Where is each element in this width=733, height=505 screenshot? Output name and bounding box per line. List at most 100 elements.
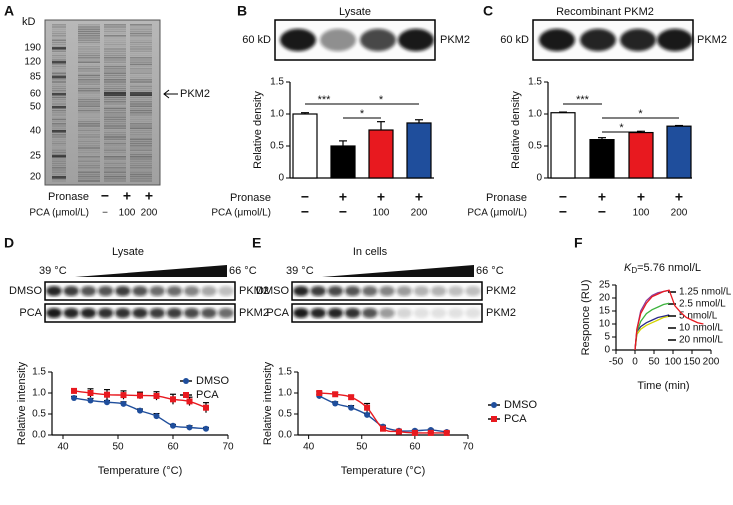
gel-band <box>130 162 152 165</box>
ladder-label: 40 <box>30 126 42 137</box>
gel-band <box>104 167 126 169</box>
gel-band <box>130 90 152 92</box>
gel-band <box>130 142 152 145</box>
gel-band <box>104 151 126 154</box>
legend-label: PCA <box>504 413 527 425</box>
gel-band <box>130 167 152 169</box>
gel-band <box>78 28 100 30</box>
point <box>380 425 386 432</box>
gel-band <box>130 116 152 118</box>
blot-band <box>132 307 148 319</box>
gel-band <box>52 160 66 162</box>
gradient-wedge <box>322 265 474 277</box>
point <box>395 428 402 435</box>
gel-band <box>52 138 66 140</box>
arrow-label: PKM2 <box>180 88 210 100</box>
gel-band <box>78 32 100 35</box>
legend-label: DMSO <box>196 375 229 387</box>
gel-band <box>52 145 66 147</box>
gel-band <box>130 103 152 105</box>
gel-band <box>130 28 152 30</box>
significance-label: * <box>360 108 365 120</box>
series-line <box>634 314 670 351</box>
bar <box>368 129 394 179</box>
gel-band <box>130 131 152 134</box>
gel-band <box>52 162 66 165</box>
blot-band <box>327 285 344 297</box>
gel-band <box>78 158 100 160</box>
gel-band <box>52 41 66 44</box>
point <box>153 392 160 399</box>
y-tick-label: 0.0 <box>32 430 46 441</box>
bar <box>406 122 432 179</box>
gel-band <box>78 180 100 182</box>
gel-band <box>78 74 100 77</box>
gel-band <box>52 112 66 114</box>
blot-row-label: DMSO <box>256 285 289 297</box>
gel-band <box>104 54 126 57</box>
blot-band <box>166 307 183 319</box>
gel-band <box>52 103 66 105</box>
panel-label: B <box>237 3 247 19</box>
gel-band <box>52 151 66 154</box>
gel-band <box>130 52 152 55</box>
gel-band <box>78 147 100 149</box>
legend-label: DMSO <box>504 399 537 411</box>
gel-band <box>78 120 100 123</box>
gel-band <box>78 173 100 176</box>
blot-band <box>149 285 165 297</box>
gel-band <box>104 123 126 125</box>
gel-band <box>52 127 66 129</box>
blot-band <box>63 307 79 319</box>
gel-band <box>78 142 100 145</box>
treatment-label: PCA (μmol/L) <box>211 208 271 219</box>
gel-band <box>78 136 100 138</box>
gel-band <box>52 134 66 136</box>
gel-band <box>52 120 66 123</box>
blot-protein: PKM2 <box>440 34 470 46</box>
gel-band <box>78 68 100 70</box>
point <box>411 429 418 436</box>
blot-band <box>115 285 131 297</box>
gel-band <box>130 57 152 59</box>
gel-band <box>52 54 66 57</box>
gel-band <box>78 129 100 132</box>
legend-label: 20 nmol/L <box>679 335 723 346</box>
gel-band <box>78 156 100 158</box>
gel-band <box>52 116 66 118</box>
treatment-mark: − <box>301 204 309 220</box>
gel-band <box>52 149 66 151</box>
gel-band <box>104 153 126 156</box>
blot-band <box>465 285 481 297</box>
point <box>137 407 143 414</box>
y-tick-label: 15 <box>599 306 611 317</box>
gel-band <box>104 85 126 88</box>
gel-band <box>130 158 152 160</box>
gel-band <box>104 178 126 180</box>
gel-band <box>78 127 100 129</box>
gel-band <box>104 138 126 140</box>
gel-band <box>130 156 152 158</box>
gel-band <box>52 24 66 26</box>
gel-band <box>104 41 126 44</box>
gel-band <box>52 136 66 138</box>
target-band <box>130 92 152 96</box>
treatment-mark: + <box>377 189 385 205</box>
blot-row-label: PCA <box>266 307 289 319</box>
gel-band <box>130 147 152 149</box>
gel-band <box>130 169 152 171</box>
gel-band <box>104 169 126 171</box>
blot-band <box>362 307 378 319</box>
point <box>186 424 193 431</box>
blot-band <box>63 285 79 297</box>
gel-band <box>78 105 100 107</box>
gel-band <box>130 68 152 70</box>
gel-band <box>104 160 126 162</box>
point <box>71 387 77 394</box>
x-tick-label: 50 <box>112 442 124 453</box>
significance-label: * <box>379 94 384 106</box>
gel-band <box>52 142 66 145</box>
gel-band <box>104 48 126 50</box>
gel-band <box>104 37 126 39</box>
blot-title: In cells <box>353 246 388 258</box>
